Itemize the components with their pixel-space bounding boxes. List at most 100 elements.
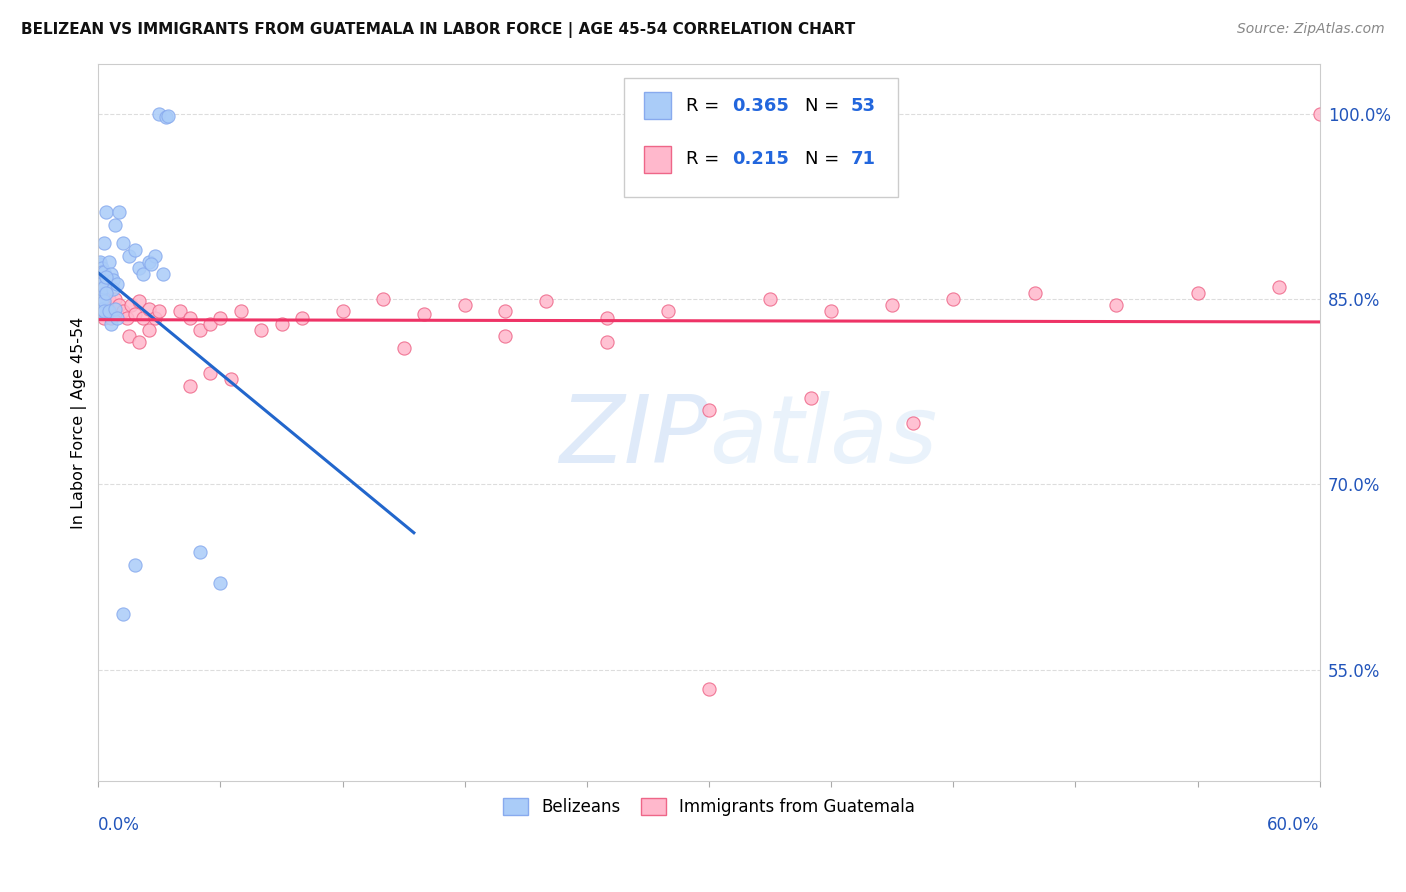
Point bbox=[91, 304, 114, 318]
Y-axis label: In Labor Force | Age 45-54: In Labor Force | Age 45-54 bbox=[72, 317, 87, 529]
Point bbox=[104, 292, 127, 306]
Point bbox=[115, 310, 138, 325]
Point bbox=[89, 277, 111, 292]
Point bbox=[155, 110, 177, 124]
Point bbox=[124, 307, 146, 321]
Point bbox=[93, 310, 115, 325]
Point bbox=[534, 294, 557, 309]
Point bbox=[148, 106, 170, 120]
Point bbox=[89, 277, 111, 292]
Point bbox=[229, 304, 252, 318]
Point bbox=[111, 607, 134, 622]
Text: 0.215: 0.215 bbox=[733, 151, 789, 169]
Point bbox=[91, 261, 114, 276]
Point bbox=[800, 391, 823, 405]
Text: 0.0%: 0.0% bbox=[98, 816, 141, 834]
FancyBboxPatch shape bbox=[644, 145, 671, 173]
Point bbox=[1309, 106, 1331, 120]
Point bbox=[104, 301, 127, 316]
Text: 0.365: 0.365 bbox=[733, 96, 789, 115]
Point bbox=[89, 255, 111, 269]
Point bbox=[209, 576, 232, 591]
Point bbox=[118, 249, 141, 263]
Point bbox=[494, 329, 516, 343]
Point bbox=[179, 310, 201, 325]
Point bbox=[169, 304, 191, 318]
Point bbox=[657, 304, 679, 318]
Point bbox=[89, 282, 111, 296]
Point bbox=[156, 109, 179, 123]
Point bbox=[124, 243, 146, 257]
Text: ZIP: ZIP bbox=[560, 392, 709, 483]
Point bbox=[105, 310, 128, 325]
Point bbox=[200, 366, 222, 380]
Point bbox=[89, 267, 111, 281]
Point bbox=[219, 372, 242, 386]
Text: 60.0%: 60.0% bbox=[1267, 816, 1320, 834]
Point bbox=[105, 307, 128, 321]
Point bbox=[128, 335, 150, 350]
Point bbox=[96, 301, 118, 316]
Point bbox=[1187, 285, 1209, 300]
Point bbox=[104, 218, 127, 232]
FancyBboxPatch shape bbox=[644, 92, 671, 120]
Text: atlas: atlas bbox=[709, 392, 938, 483]
Text: 53: 53 bbox=[851, 96, 876, 115]
Point bbox=[111, 236, 134, 251]
Point bbox=[392, 342, 415, 356]
Point bbox=[93, 294, 115, 309]
Point bbox=[93, 294, 115, 309]
Point bbox=[101, 273, 124, 287]
Point bbox=[152, 267, 174, 281]
Point bbox=[697, 403, 720, 417]
Point bbox=[96, 285, 118, 300]
Point bbox=[91, 276, 114, 290]
Point bbox=[107, 298, 129, 312]
Point bbox=[454, 298, 477, 312]
Point bbox=[89, 298, 111, 312]
Point bbox=[596, 310, 619, 325]
Point bbox=[93, 236, 115, 251]
Text: N =: N = bbox=[806, 151, 845, 169]
Point bbox=[91, 273, 114, 287]
Point bbox=[1024, 285, 1046, 300]
Point bbox=[100, 317, 122, 331]
Point bbox=[759, 292, 782, 306]
Point bbox=[188, 323, 211, 337]
Point bbox=[97, 304, 120, 318]
Point bbox=[91, 285, 114, 300]
Point bbox=[143, 249, 166, 263]
Point bbox=[188, 545, 211, 559]
Text: R =: R = bbox=[686, 151, 725, 169]
Point bbox=[138, 323, 160, 337]
Point bbox=[101, 301, 124, 316]
Point bbox=[97, 307, 120, 321]
Point bbox=[128, 261, 150, 276]
Point bbox=[93, 279, 115, 293]
Point bbox=[332, 304, 354, 318]
Point bbox=[179, 378, 201, 392]
Point bbox=[901, 416, 924, 430]
Point bbox=[1268, 279, 1291, 293]
Legend: Belizeans, Immigrants from Guatemala: Belizeans, Immigrants from Guatemala bbox=[496, 791, 921, 823]
Point bbox=[96, 205, 118, 219]
Point bbox=[143, 310, 166, 325]
Point bbox=[89, 304, 111, 318]
Point bbox=[494, 304, 516, 318]
Text: Source: ZipAtlas.com: Source: ZipAtlas.com bbox=[1237, 22, 1385, 37]
Point bbox=[101, 282, 124, 296]
Point bbox=[697, 681, 720, 696]
Point bbox=[91, 282, 114, 296]
Text: R =: R = bbox=[686, 96, 725, 115]
Point bbox=[97, 255, 120, 269]
Point bbox=[209, 310, 232, 325]
Point bbox=[91, 292, 114, 306]
Point bbox=[89, 267, 111, 281]
Point bbox=[291, 310, 314, 325]
Point bbox=[89, 269, 111, 284]
Point bbox=[250, 323, 273, 337]
Point bbox=[141, 257, 163, 271]
Point bbox=[105, 277, 128, 292]
Point bbox=[89, 285, 111, 300]
Point bbox=[93, 265, 115, 279]
